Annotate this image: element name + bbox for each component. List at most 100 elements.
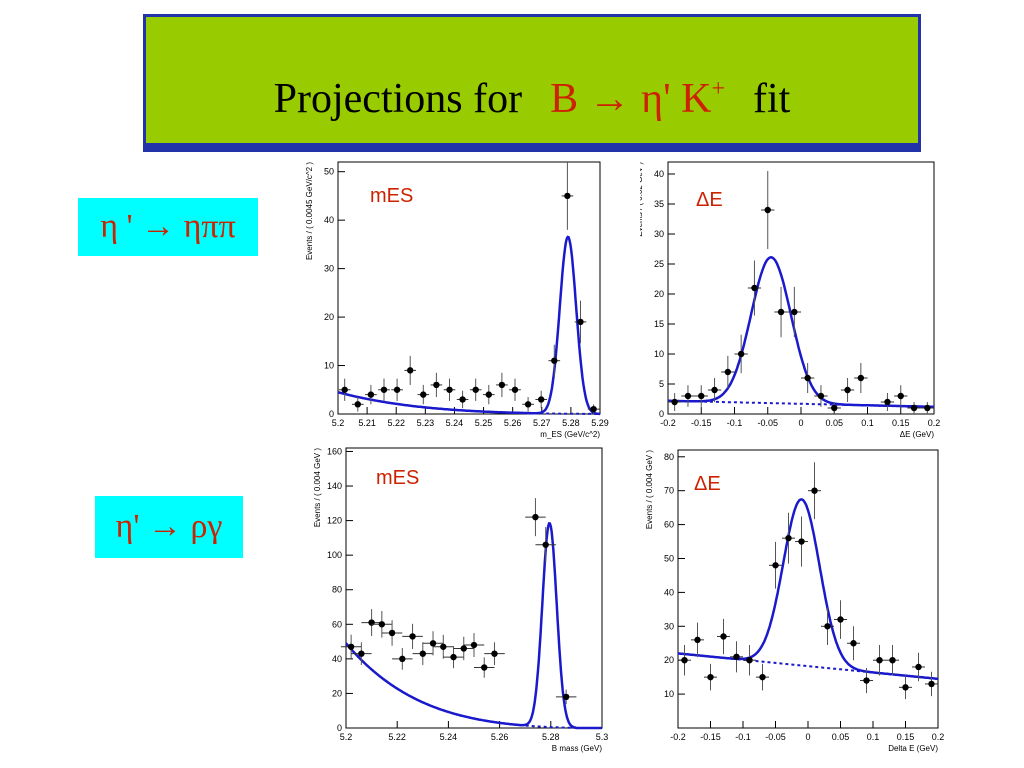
- x-tick-label: 5.28: [542, 732, 560, 742]
- y-tick-label: 10: [654, 349, 664, 359]
- data-point: [412, 642, 434, 666]
- data-point: [925, 671, 938, 697]
- total-fit-curve: [677, 498, 938, 681]
- data-marker: [429, 640, 437, 647]
- data-marker: [777, 308, 785, 316]
- data-point: [860, 667, 873, 694]
- chart-svg: 5.2 5.21 5.22 5.23 5.24 5.25 5.26 5.27 5.28 5.29 0…: [305, 161, 609, 439]
- x-tick-label: 5.22: [388, 732, 406, 742]
- data-marker: [368, 619, 375, 626]
- data-marker: [481, 664, 488, 671]
- data-point: [730, 641, 743, 673]
- data-point: [678, 644, 691, 676]
- data-marker: [577, 318, 584, 326]
- x-tick-label: 0.1: [861, 418, 874, 428]
- data-point: [525, 498, 546, 537]
- plot-annotation: ΔE: [696, 189, 723, 211]
- plot-mes-etapipi: 5.2 5.21 5.22 5.23 5.24 5.25 5.26 5.27 5.28 5.29 0…: [290, 150, 620, 446]
- data-marker: [811, 487, 818, 494]
- y-tick-label: 20: [664, 655, 674, 665]
- data-point: [769, 541, 782, 589]
- data-point: [691, 622, 704, 658]
- x-tick-label: 5.29: [591, 418, 609, 428]
- data-point: [453, 636, 474, 661]
- x-tick-label: 5.26: [491, 732, 509, 742]
- data-point: [899, 675, 912, 700]
- y-tick-label: 50: [664, 553, 674, 563]
- x-tick-label: 0.2: [932, 732, 945, 742]
- y-tick-label: 80: [664, 452, 674, 462]
- data-point: [443, 378, 456, 401]
- data-marker: [420, 391, 427, 398]
- data-point: [535, 390, 548, 409]
- data-marker: [409, 633, 416, 640]
- data-point: [474, 657, 495, 678]
- data-point: [340, 634, 362, 659]
- title-decay: B → η' K+: [550, 76, 725, 122]
- chart-svg: -0.2 -0.15 -0.1 -0.05 0 0.05 0.1 0.15 0.2 10 20 30 4…: [645, 449, 945, 753]
- title-prefix: Projections for: [273, 76, 523, 122]
- data-point: [787, 286, 801, 338]
- data-point: [402, 623, 423, 650]
- data-marker: [924, 404, 931, 412]
- data-point: [463, 633, 485, 657]
- y-tick-label: 15: [654, 319, 664, 329]
- data-point: [430, 372, 443, 398]
- row-label-eta-pipi: η ' → ηππ: [78, 198, 258, 256]
- x-tick-label: 0.05: [832, 732, 850, 742]
- y-axis-label: Events / ( 0.004 GeV ): [645, 450, 654, 529]
- data-point: [854, 363, 868, 393]
- data-point: [561, 162, 574, 230]
- x-tick-label: 5.21: [358, 418, 376, 428]
- plot-annotation: ΔE: [694, 473, 721, 495]
- plot-de-etapipi: -0.2 -0.15 -0.1 -0.05 0 0.05 0.1 0.15 0.2 0 5 10 15 2…: [635, 150, 940, 446]
- y-tick-label: 30: [324, 264, 334, 274]
- data-point: [392, 647, 413, 670]
- data-marker: [720, 633, 727, 640]
- chart-svg: 5.2 5.22 5.24 5.26 5.28 5.3 0 20 40 60 80 100 120 140…: [313, 446, 608, 753]
- x-tick-label: 0.2: [928, 418, 940, 428]
- data-point: [694, 385, 708, 407]
- data-marker: [681, 656, 688, 664]
- y-tick-label: 50: [324, 167, 334, 177]
- data-marker: [857, 374, 865, 382]
- data-point: [509, 378, 521, 401]
- title-suffix: fit: [753, 76, 791, 122]
- x-tick-label: -0.1: [735, 732, 751, 742]
- y-tick-label: 80: [332, 585, 342, 595]
- background-fit-curve: [668, 399, 934, 408]
- data-point: [361, 609, 382, 637]
- data-marker: [440, 643, 447, 650]
- data-point: [587, 404, 600, 414]
- data-marker: [341, 386, 348, 393]
- data-marker: [446, 386, 453, 393]
- data-marker: [902, 684, 909, 691]
- data-point: [381, 620, 403, 646]
- data-marker: [759, 673, 766, 681]
- data-marker: [850, 640, 857, 647]
- data-point: [443, 646, 464, 669]
- data-marker: [524, 401, 532, 408]
- x-tick-label: -0.1: [727, 418, 743, 428]
- data-point: [351, 642, 372, 666]
- y-tick-label: 10: [324, 361, 334, 371]
- data-marker: [876, 656, 883, 664]
- data-point: [880, 393, 895, 411]
- data-point: [574, 300, 587, 344]
- y-tick-label: 10: [664, 689, 674, 699]
- data-point: [522, 397, 534, 412]
- x-tick-label: 0.05: [825, 418, 843, 428]
- y-tick-label: 30: [654, 229, 664, 239]
- data-point: [338, 378, 351, 401]
- data-marker: [380, 386, 388, 393]
- data-marker: [837, 616, 844, 623]
- data-marker: [485, 391, 492, 398]
- data-marker: [707, 673, 714, 681]
- title-decay-main: B → η' K: [550, 76, 712, 122]
- y-tick-label: 40: [324, 215, 334, 225]
- plot-frame: [337, 161, 601, 415]
- data-marker: [393, 386, 401, 393]
- data-point: [801, 363, 815, 393]
- total-fit-curve: [345, 522, 602, 730]
- data-point: [668, 393, 682, 411]
